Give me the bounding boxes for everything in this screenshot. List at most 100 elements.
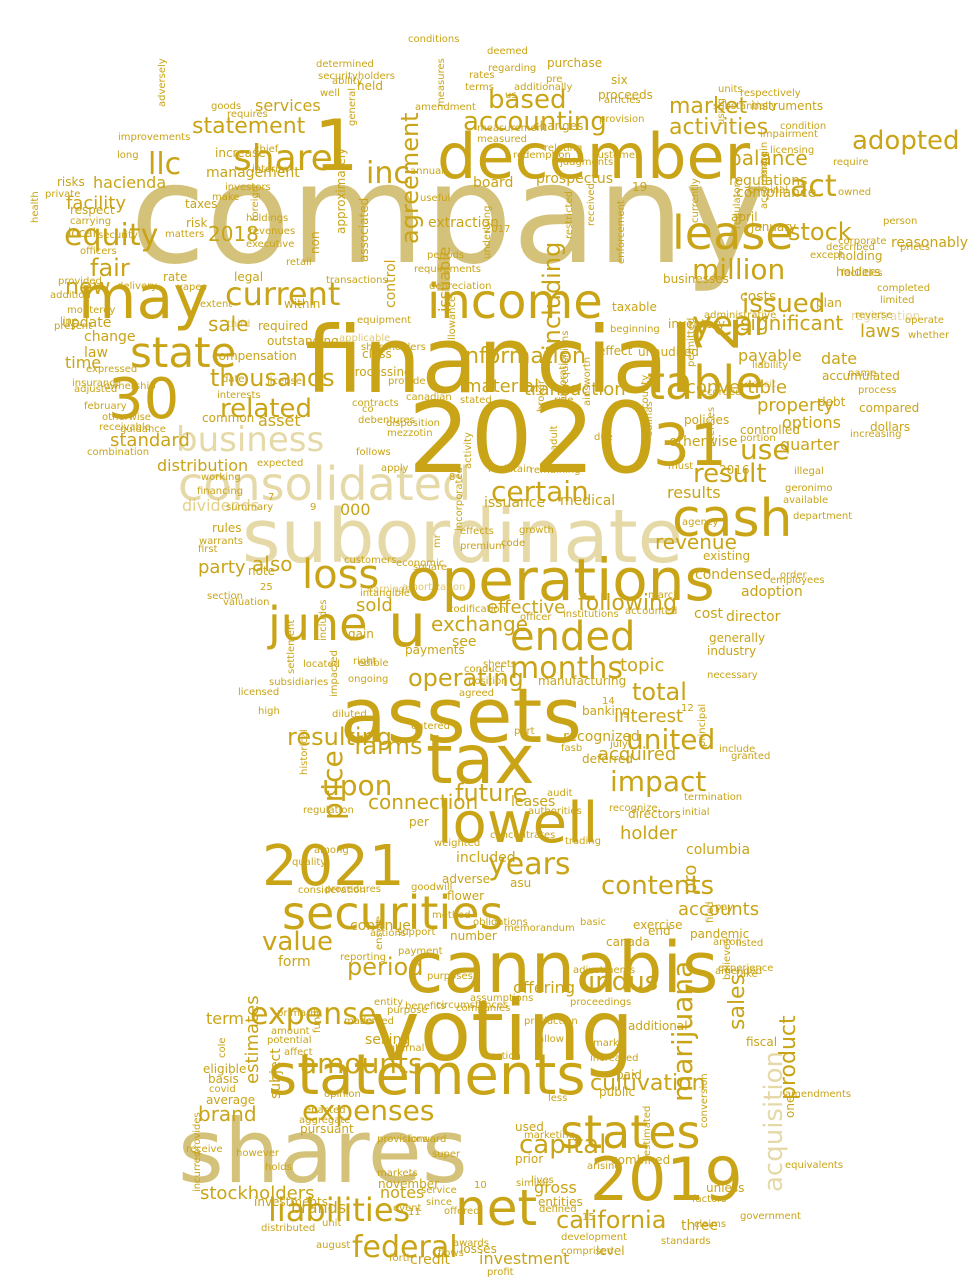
cloud-word-388: potential — [267, 1035, 311, 1046]
cloud-word-451: event — [393, 1203, 422, 1214]
cloud-word-109: brands — [291, 1198, 346, 1217]
cloud-word-502: adult — [549, 425, 560, 451]
cloud-word-397: production — [524, 1016, 578, 1027]
cloud-word-146: condensed — [695, 567, 771, 583]
cloud-word-441: government — [740, 1211, 801, 1222]
cloud-word-375: using — [716, 98, 727, 125]
cloud-word-400: assumptions — [470, 993, 533, 1004]
cloud-word-506: ainsworth — [582, 357, 593, 406]
cloud-word-32: june — [267, 597, 367, 651]
cloud-word-488: position — [468, 676, 508, 687]
cloud-word-104: brand — [198, 1102, 257, 1126]
cloud-word-276: completed — [877, 283, 930, 294]
cloud-word-188: inventory — [668, 317, 725, 331]
cloud-word-456: august — [316, 1240, 350, 1251]
cloud-word-302: periods — [427, 250, 464, 261]
cloud-word-432: filed — [705, 901, 716, 923]
cloud-word-155: plan — [816, 296, 842, 310]
cloud-word-207: included — [456, 850, 516, 866]
cloud-word-490: conduct — [464, 664, 504, 675]
cloud-word-172: long — [117, 150, 139, 161]
cloud-word-527: determined — [316, 59, 374, 70]
cloud-word-112: investment — [479, 1249, 569, 1268]
cloud-word-461: development — [561, 1232, 627, 1243]
cloud-word-36: current — [225, 275, 340, 313]
cloud-word-234: note — [248, 564, 275, 578]
cloud-word-301: 2017 — [485, 224, 510, 235]
cloud-word-306: transactions — [326, 275, 388, 286]
cloud-word-85: california — [556, 1206, 666, 1234]
cloud-word-12: statements — [268, 1043, 586, 1108]
cloud-word-71: future — [455, 779, 527, 807]
cloud-word-373: articles — [604, 95, 641, 106]
cloud-word-445: less — [548, 1093, 567, 1104]
cloud-word-79: period — [347, 953, 423, 981]
cloud-word-296: underlying — [482, 206, 493, 259]
cloud-word-180: rate — [163, 270, 187, 284]
cloud-word-171: goods — [211, 101, 241, 112]
cloud-word-364: make — [212, 192, 239, 203]
cloud-word-101: pro — [680, 865, 701, 894]
cloud-word-326: county — [640, 375, 651, 409]
cloud-word-305: non — [308, 231, 322, 254]
cloud-word-228: used — [515, 1120, 544, 1134]
cloud-word-303: requirements — [414, 264, 481, 275]
cloud-word-469: memorandum — [504, 923, 575, 934]
cloud-word-324: must — [668, 461, 693, 472]
cloud-word-257: earnings — [367, 584, 410, 595]
cloud-word-505: broker — [536, 379, 547, 412]
cloud-word-189: effect — [598, 344, 633, 358]
cloud-word-176: taxes — [185, 197, 217, 211]
cloud-word-177: respect — [70, 203, 115, 217]
cloud-word-136: asset — [258, 411, 301, 430]
cloud-word-322: deficit — [745, 379, 776, 390]
cloud-word-42: stock — [788, 218, 852, 246]
cloud-word-516: columbia — [686, 842, 750, 858]
cloud-word-230: eligible — [203, 1062, 246, 1076]
cloud-word-232: working — [201, 472, 241, 483]
cloud-word-201: manufacturing — [538, 674, 626, 688]
cloud-word-118: sold — [356, 595, 393, 616]
cloud-word-284: impairment — [760, 129, 818, 140]
cloud-word-99: connection — [368, 790, 478, 814]
cloud-word-267: geronimo — [785, 483, 833, 494]
cloud-word-281: corporate — [838, 236, 887, 247]
cloud-word-82: expenses — [302, 1094, 434, 1127]
cloud-word-311: executive — [246, 239, 294, 250]
cloud-word-533: 8 — [449, 472, 455, 483]
cloud-word-137: distribution — [157, 456, 248, 475]
cloud-word-354: private — [45, 189, 80, 200]
cloud-word-233: rules — [212, 521, 242, 535]
cloud-word-346: line — [60, 316, 78, 327]
cloud-word-63: services — [255, 96, 321, 115]
cloud-word-347: monterey — [67, 305, 115, 316]
cloud-word-352: carrying — [70, 216, 111, 227]
cloud-word-499: summary — [226, 502, 273, 513]
cloud-word-509: permitted — [686, 318, 697, 367]
cloud-word-191: class — [362, 347, 392, 361]
cloud-word-39: inc — [366, 156, 410, 191]
cloud-word-361: interim — [252, 164, 288, 175]
cloud-word-420: authorities — [528, 806, 582, 817]
cloud-word-103: offering — [513, 978, 575, 997]
cloud-word-148: cost — [694, 606, 724, 622]
cloud-word-300: useful — [420, 193, 450, 204]
cloud-word-395: mark — [593, 1038, 619, 1049]
cloud-word-194: policies — [684, 413, 729, 427]
cloud-word-313: vapes — [177, 282, 207, 293]
cloud-word-227: prior — [515, 1152, 543, 1166]
cloud-word-151: director — [726, 609, 781, 625]
cloud-word-287: accordance — [759, 151, 770, 209]
cloud-word-53: material — [464, 376, 539, 397]
cloud-word-368: additionally — [514, 82, 572, 93]
cloud-word-209: asu — [510, 876, 531, 890]
cloud-word-411: reporting — [340, 952, 386, 963]
cloud-word-149: generally — [709, 631, 765, 645]
cloud-word-161: board — [473, 175, 513, 191]
cloud-word-13: tax — [426, 721, 535, 800]
cloud-word-459: awards — [453, 1238, 489, 1249]
cloud-word-436: amendments — [785, 1089, 851, 1100]
cloud-word-319: liability — [752, 360, 788, 371]
cloud-word-143: outstanding — [267, 334, 339, 348]
cloud-word-128: quarter — [780, 435, 840, 454]
